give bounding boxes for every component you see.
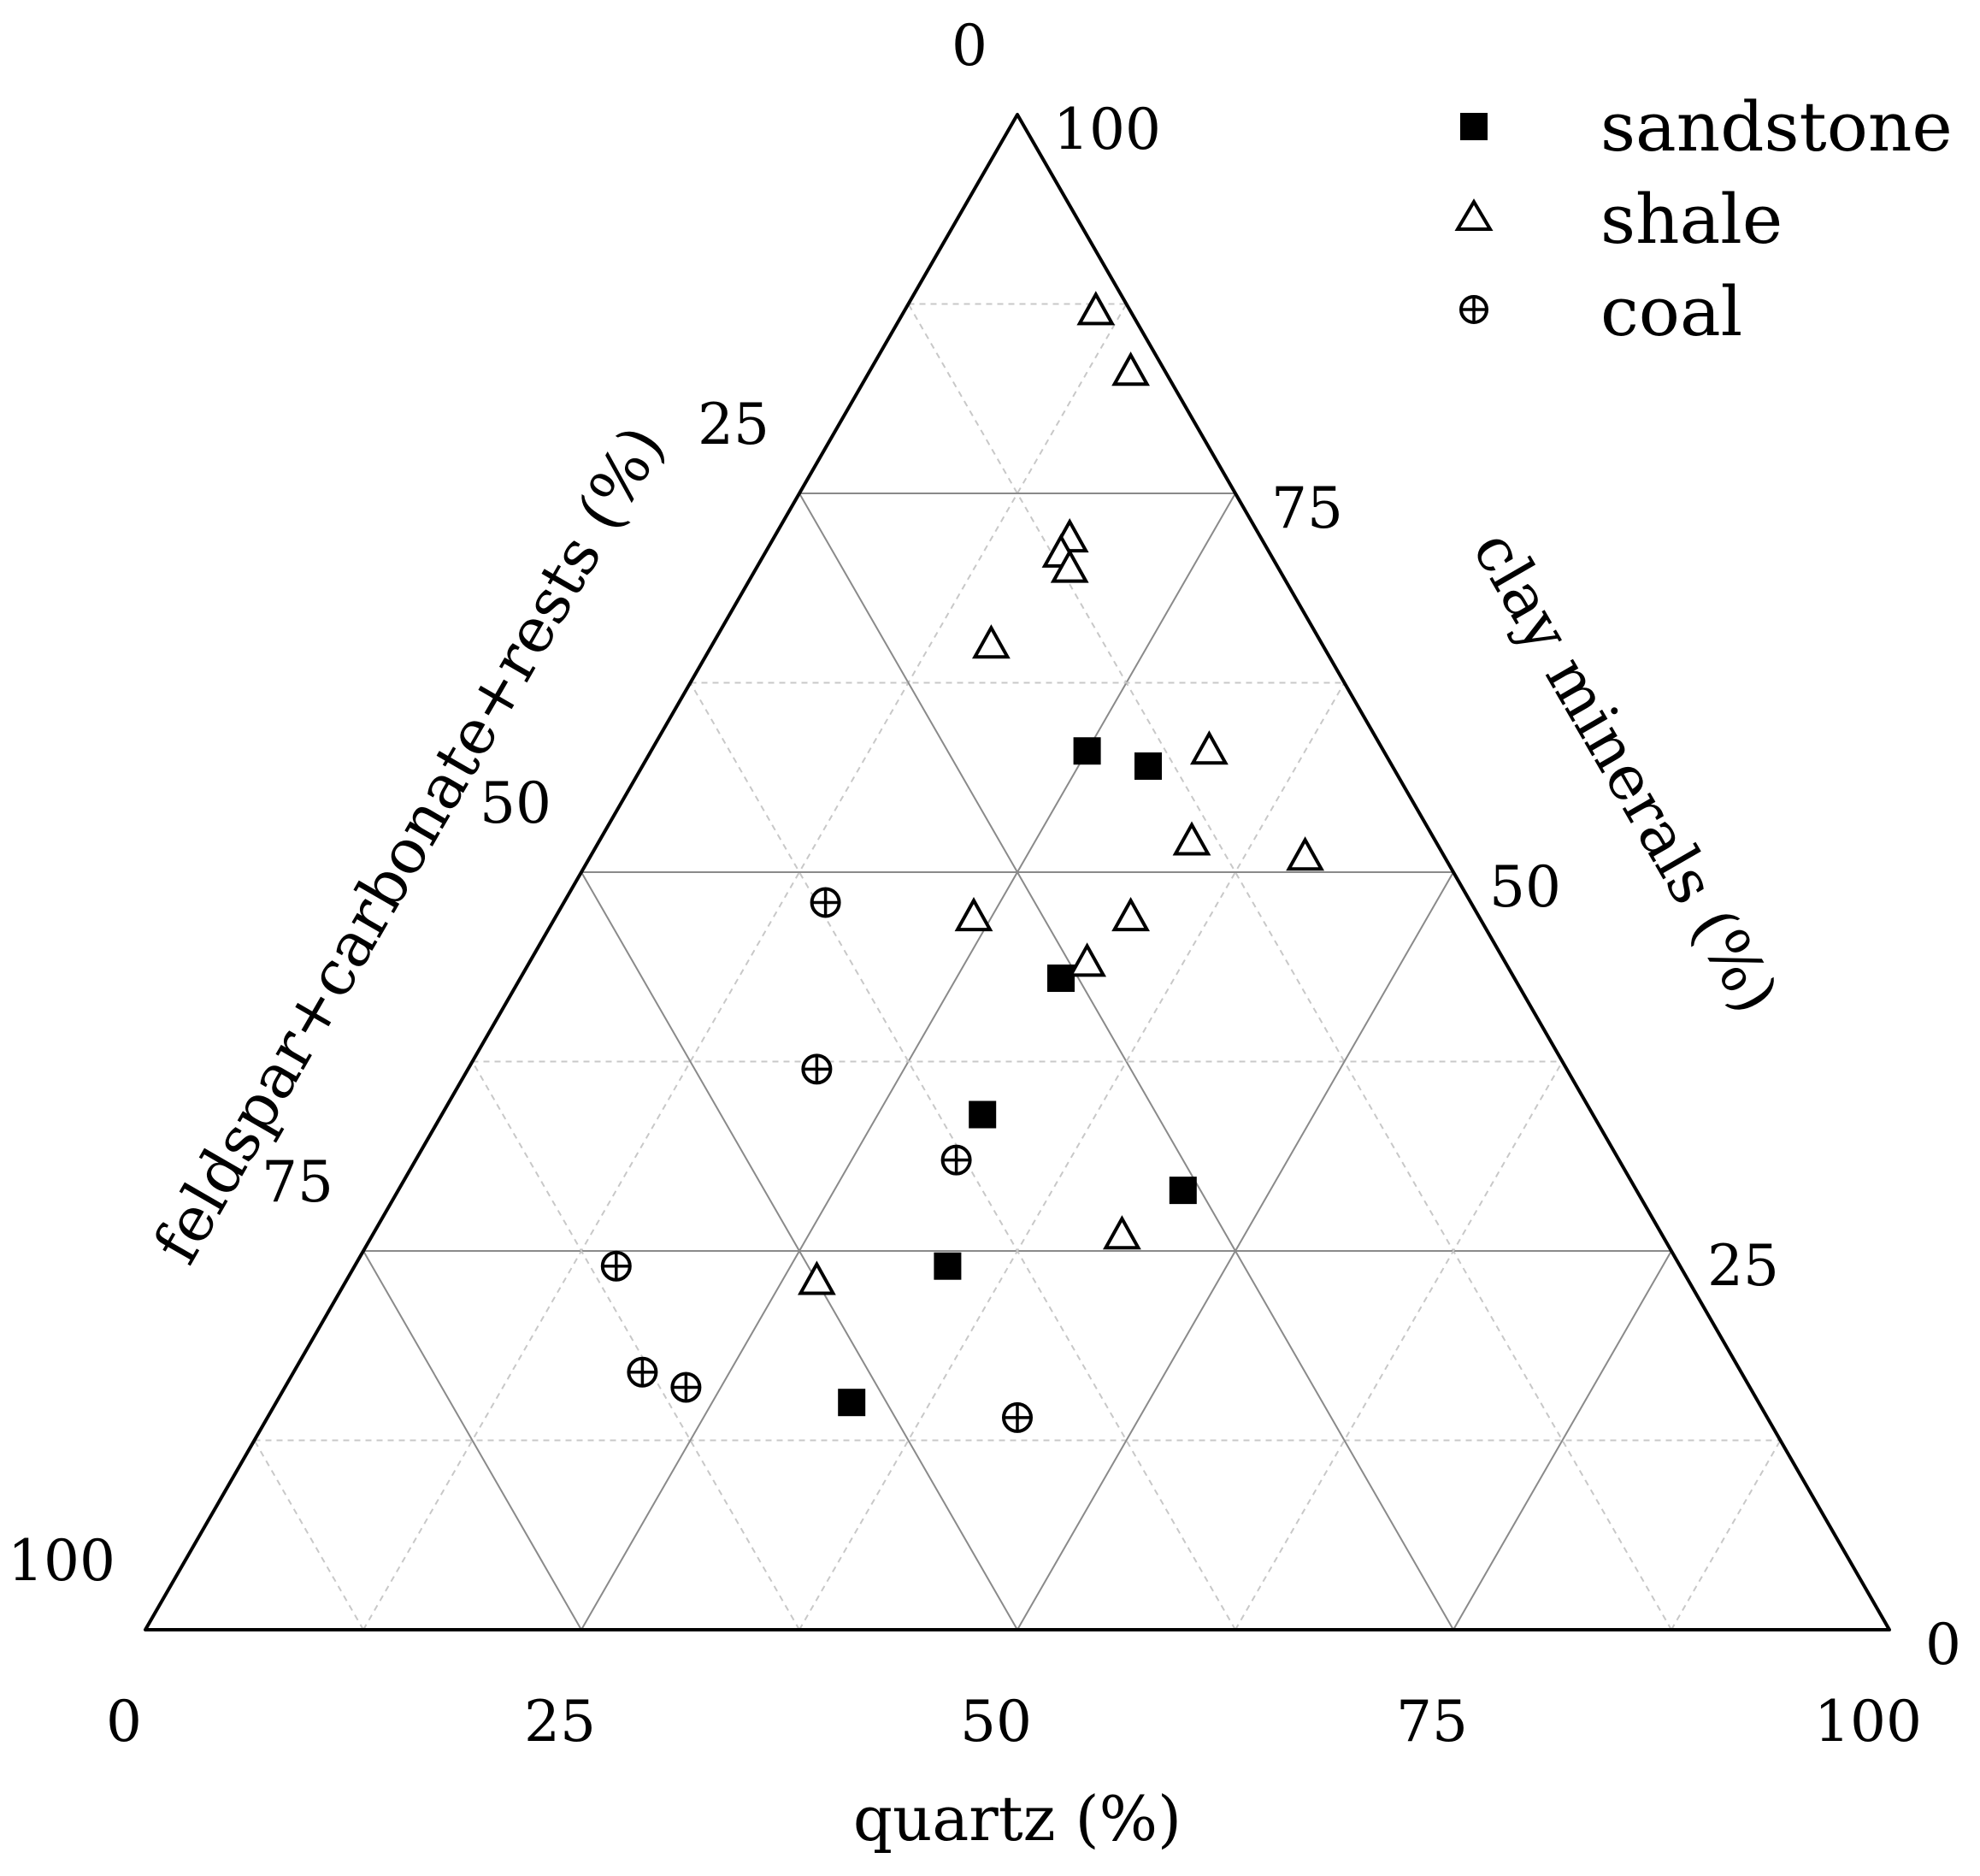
coal-point <box>627 1356 658 1388</box>
shale-point <box>1068 942 1107 977</box>
right-tick-label: 50 <box>1489 854 1561 920</box>
shale-point <box>971 624 1011 659</box>
sandstone-point <box>1047 965 1075 993</box>
sandstone-point <box>1134 752 1162 780</box>
coal-point <box>600 1250 632 1282</box>
coal-point <box>670 1372 702 1403</box>
bottom-tick-label: 25 <box>524 1689 596 1755</box>
right-axis-title: clay minerals (%) <box>1459 519 1793 1025</box>
shale-point <box>1102 1215 1141 1250</box>
shale-point <box>1050 548 1089 583</box>
left-tick-label: 0 <box>952 13 987 79</box>
shale-point <box>1286 836 1325 871</box>
right-tick-label: 0 <box>1925 1612 1961 1678</box>
coal-point <box>801 1053 833 1085</box>
coal-point <box>810 887 841 918</box>
legend-shale-label: shale <box>1600 180 1783 259</box>
left-tick-label: 25 <box>698 392 769 457</box>
left-tick-label: 50 <box>480 770 551 836</box>
grid-line-other <box>580 871 1018 1631</box>
legend-sandstone-label: sandstone <box>1600 87 1953 167</box>
sandstone-point <box>969 1100 997 1129</box>
bottom-tick-label: 75 <box>1396 1689 1468 1755</box>
right-tick-label: 25 <box>1707 1233 1779 1299</box>
bottom-tick-label: 100 <box>1814 1689 1922 1755</box>
bottom-tick-label: 50 <box>960 1689 1032 1755</box>
grid-line-quartz <box>1235 1061 1564 1631</box>
shale-point <box>1076 291 1116 326</box>
shale-point <box>797 1260 836 1295</box>
grid-line-quartz <box>1017 871 1454 1631</box>
triangle-outline <box>144 113 1891 1631</box>
shale-point <box>1111 897 1151 932</box>
left-tick-label: 75 <box>262 1149 333 1215</box>
right-tick-label: 75 <box>1271 475 1343 541</box>
grid-line-other <box>471 1061 800 1631</box>
grid-line-quartz <box>798 682 1346 1631</box>
sandstone-point <box>1073 737 1101 765</box>
grid-line-quartz <box>1453 1250 1672 1631</box>
bottom-tick-label: 0 <box>106 1689 142 1755</box>
legend: sandstone shale coal <box>1454 87 1953 351</box>
grid-line-other <box>362 1250 582 1631</box>
sandstone-point <box>1169 1177 1197 1205</box>
grid-line-quartz <box>1671 1440 1782 1631</box>
grid-line-other <box>253 1440 364 1631</box>
shale-point <box>1111 351 1151 386</box>
data-points <box>600 291 1325 1433</box>
bottom-axis-title: quartz (%) <box>853 1783 1182 1855</box>
grid-line-other <box>798 493 1454 1631</box>
sandstone-point <box>838 1389 866 1417</box>
legend-shale-marker <box>1454 198 1494 231</box>
legend-sandstone-marker <box>1460 113 1488 140</box>
shale-point <box>954 897 993 932</box>
coal-point <box>1002 1401 1033 1433</box>
sandstone-point <box>934 1252 962 1280</box>
shale-point <box>1189 730 1229 765</box>
left-tick-label: 100 <box>8 1528 115 1594</box>
shale-point <box>1172 821 1211 856</box>
legend-coal-label: coal <box>1600 272 1742 351</box>
right-tick-label: 100 <box>1053 97 1161 162</box>
coal-point <box>940 1144 972 1176</box>
legend-coal-marker <box>1459 295 1488 324</box>
